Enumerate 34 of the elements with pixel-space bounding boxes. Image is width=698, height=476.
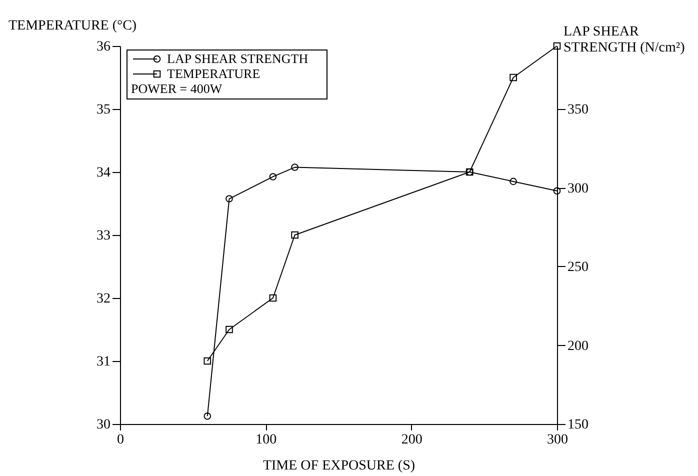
point [510, 178, 517, 186]
point [553, 187, 561, 195]
point [553, 42, 561, 50]
y2-tick-label: 150 [568, 418, 588, 432]
y-tick-label: 33 [96, 228, 110, 244]
point [269, 294, 277, 302]
point [291, 164, 298, 171]
point [510, 74, 517, 82]
point [226, 326, 233, 334]
y-tick-label: 36 [96, 40, 110, 54]
y-tick-label: 35 [96, 102, 110, 118]
point [204, 412, 212, 420]
point [226, 195, 233, 202]
x-tick-label: 300 [547, 432, 568, 448]
y-tick-label: 32 [96, 292, 110, 306]
legend-label: LAP SHEAR STRENGTH [167, 51, 308, 66]
x-tick-label: 100 [256, 432, 277, 448]
y2-tick-label: 200 [568, 338, 588, 354]
y-tick-label: 30 [96, 418, 110, 432]
y2-axis-title: LAP SHEAR STRENGTH (N/cm²) [564, 24, 686, 56]
x-axis-title: TIME OF EXPOSURE (S) [262, 458, 416, 474]
x-tick-label: 0 [117, 432, 124, 448]
y2-tick-label: 250 [568, 260, 588, 275]
point [204, 357, 212, 365]
y2-tick-label: 300 [568, 181, 588, 196]
y2-tick-label: 350 [568, 102, 588, 118]
annotation: POWER = 400W [131, 81, 223, 96]
x-tick-label: 200 [401, 432, 422, 448]
point [269, 173, 277, 180]
y-tick-label: 34 [96, 166, 110, 180]
point [291, 231, 298, 239]
y-tick-label: 31 [96, 354, 110, 370]
legend-label: TEMPERATURE [167, 66, 260, 81]
y-axis-title: TEMPERATURE (°C) [8, 18, 137, 34]
